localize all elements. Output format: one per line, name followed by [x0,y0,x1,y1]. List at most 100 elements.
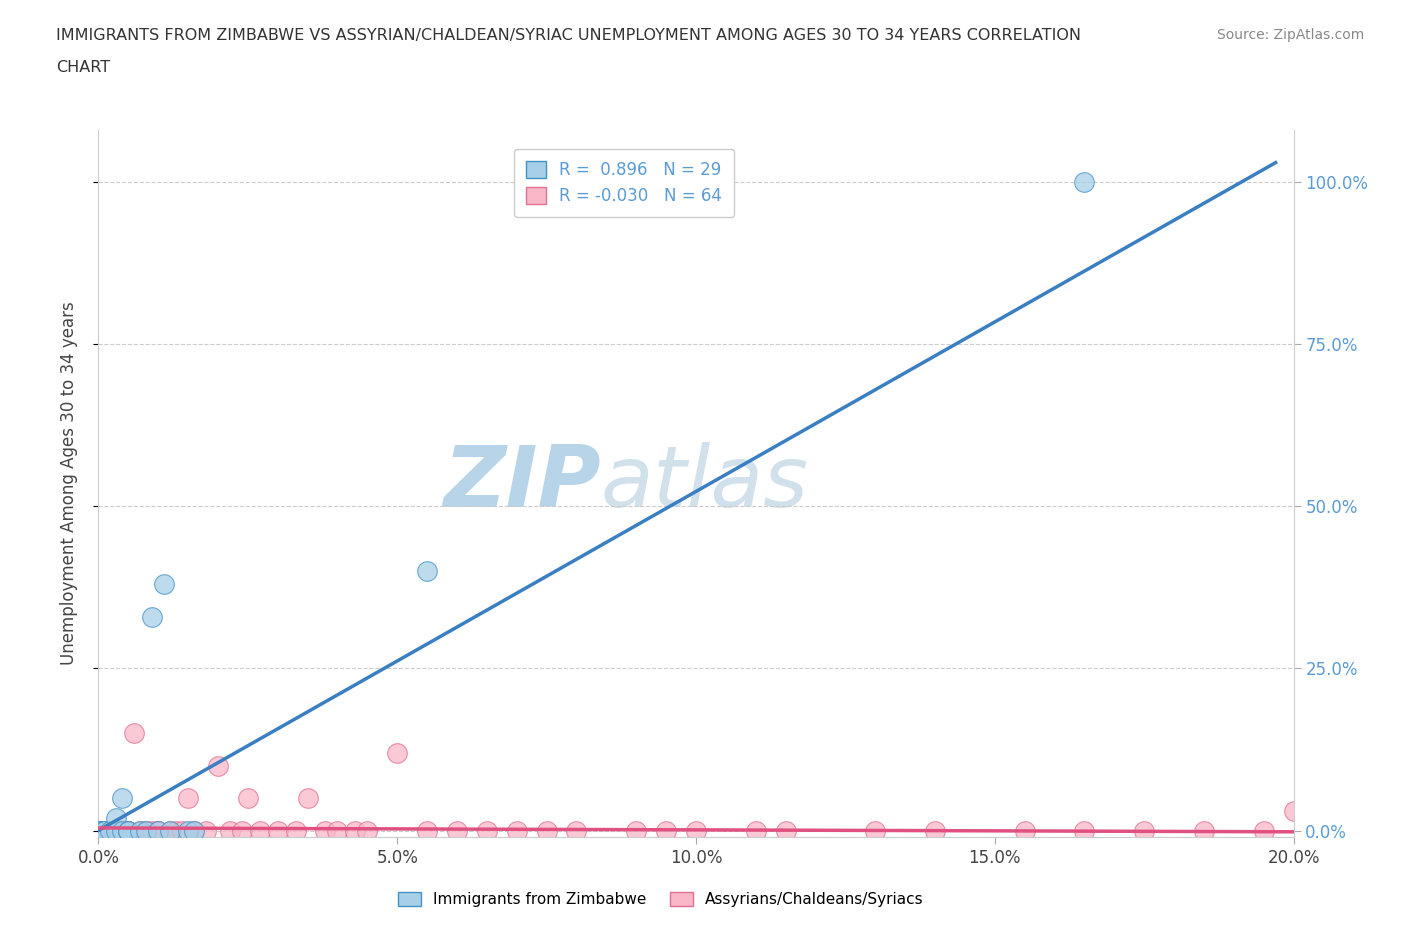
Point [87,823,110,838]
Point [159,823,181,838]
Point [565,823,588,838]
Point [87,823,110,838]
Text: CHART: CHART [56,60,110,75]
Point [87,823,110,838]
Point [626,823,648,838]
Point [117,823,139,838]
Point [129,823,152,838]
Point [93,823,115,838]
Point [1073,175,1095,190]
Point [177,790,200,805]
Point [416,564,439,578]
Y-axis label: Unemployment Among Ages 30 to 34 years: Unemployment Among Ages 30 to 34 years [59,301,77,666]
Point [87,823,110,838]
Point [111,823,134,838]
Point [506,823,529,838]
Point [87,823,110,838]
Point [148,823,170,838]
Text: atlas: atlas [600,442,808,525]
Point [775,823,797,838]
Point [87,823,110,838]
Point [172,823,194,838]
Point [1253,823,1275,838]
Point [87,823,110,838]
Point [105,823,128,838]
Point [93,823,115,838]
Point [159,823,181,838]
Point [1192,823,1215,838]
Point [111,790,134,805]
Point [865,823,887,838]
Point [153,577,176,591]
Point [100,823,122,838]
Point [344,823,367,838]
Point [117,823,139,838]
Point [141,609,163,624]
Point [87,823,110,838]
Point [326,823,349,838]
Point [135,823,157,838]
Point [236,790,259,805]
Point [685,823,707,838]
Point [87,823,110,838]
Point [1282,804,1305,818]
Point [183,823,205,838]
Text: IMMIGRANTS FROM ZIMBABWE VS ASSYRIAN/CHALDEAN/SYRIAC UNEMPLOYMENT AMONG AGES 30 : IMMIGRANTS FROM ZIMBABWE VS ASSYRIAN/CHA… [56,28,1081,43]
Point [129,823,152,838]
Point [87,823,110,838]
Point [87,823,110,838]
Text: ZIP: ZIP [443,442,600,525]
Point [1073,823,1095,838]
Point [315,823,337,838]
Point [87,823,110,838]
Point [111,823,134,838]
Point [135,823,157,838]
Point [183,823,205,838]
Text: Source: ZipAtlas.com: Source: ZipAtlas.com [1216,28,1364,42]
Point [745,823,768,838]
Point [475,823,498,838]
Point [1014,823,1036,838]
Point [105,810,128,825]
Legend: R =  0.896   N = 29, R = -0.030   N = 64: R = 0.896 N = 29, R = -0.030 N = 64 [515,149,734,217]
Point [87,823,110,838]
Point [87,823,110,838]
Point [385,745,409,760]
Point [249,823,271,838]
Point [446,823,468,838]
Point [87,823,110,838]
Point [148,823,170,838]
Point [148,823,170,838]
Point [117,823,139,838]
Point [1133,823,1156,838]
Point [356,823,378,838]
Point [416,823,439,838]
Point [111,823,134,838]
Point [219,823,242,838]
Point [297,790,319,805]
Point [195,823,218,838]
Point [87,823,110,838]
Point [117,823,139,838]
Point [536,823,558,838]
Point [117,823,139,838]
Point [87,823,110,838]
Point [87,823,110,838]
Point [87,823,110,838]
Point [124,725,146,740]
Point [105,823,128,838]
Point [93,823,115,838]
Point [655,823,678,838]
Point [267,823,290,838]
Point [231,823,253,838]
Legend: Immigrants from Zimbabwe, Assyrians/Chaldeans/Syriacs: Immigrants from Zimbabwe, Assyrians/Chal… [392,885,929,913]
Point [284,823,307,838]
Point [100,823,122,838]
Point [141,823,163,838]
Point [924,823,946,838]
Point [207,758,229,773]
Point [87,823,110,838]
Point [87,823,110,838]
Point [165,823,187,838]
Point [87,823,110,838]
